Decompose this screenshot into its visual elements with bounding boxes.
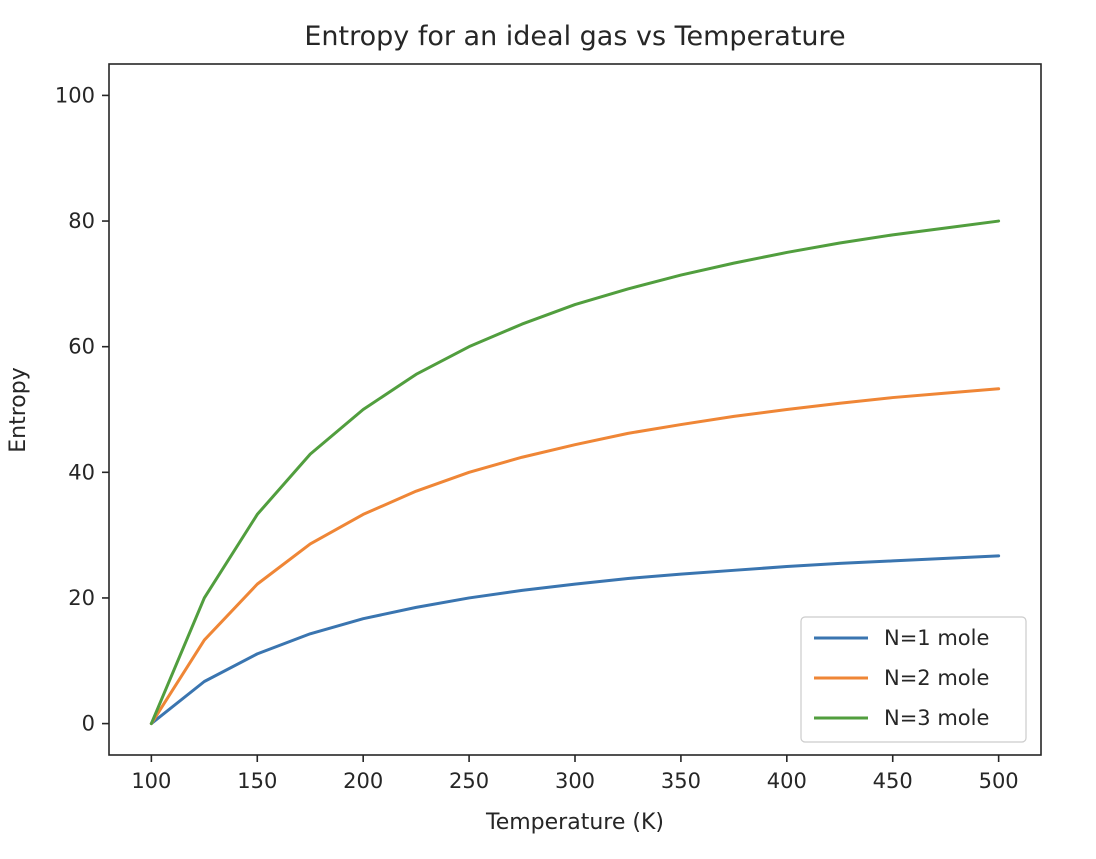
series-line-3	[149, 219, 1001, 726]
x-tick-label: 300	[555, 769, 595, 793]
y-tick-label: 80	[68, 209, 95, 233]
legend-label-3: N=3 mole	[884, 706, 989, 730]
x-tick-label: 350	[661, 769, 701, 793]
x-tick-label: 200	[343, 769, 383, 793]
x-tick-label: 400	[767, 769, 807, 793]
plot-frame	[108, 63, 1042, 756]
series-line-2	[149, 387, 1001, 726]
chart-title: Entropy for an ideal gas vs Temperature	[304, 21, 845, 52]
y-tick-label: 0	[82, 712, 95, 736]
legend: N=1 mole N=2 mole N=3 mole	[800, 616, 1027, 743]
series-line-1	[149, 554, 1001, 726]
series-lines	[149, 219, 1001, 726]
y-axis-label: Entropy	[6, 367, 31, 452]
legend-box	[800, 616, 1027, 743]
legend-label-2: N=2 mole	[884, 666, 989, 690]
x-axis-label: Temperature (K)	[485, 810, 664, 835]
y-tick-label: 60	[68, 335, 95, 359]
legend-label-1: N=1 mole	[884, 626, 989, 650]
x-tick-label: 450	[873, 769, 913, 793]
x-tick-label: 500	[979, 769, 1019, 793]
x-tick-label: 150	[237, 769, 277, 793]
y-tick-label: 100	[55, 83, 95, 107]
y-tick-label: 40	[68, 460, 95, 484]
y-tick-label: 20	[68, 586, 95, 610]
x-axis-ticks: 100 150 200 250 300 350 400 450 500	[131, 755, 1019, 793]
y-axis-ticks: 0 20 40 60 80 100	[55, 83, 109, 736]
x-tick-label: 250	[449, 769, 489, 793]
x-tick-label: 100	[131, 769, 171, 793]
